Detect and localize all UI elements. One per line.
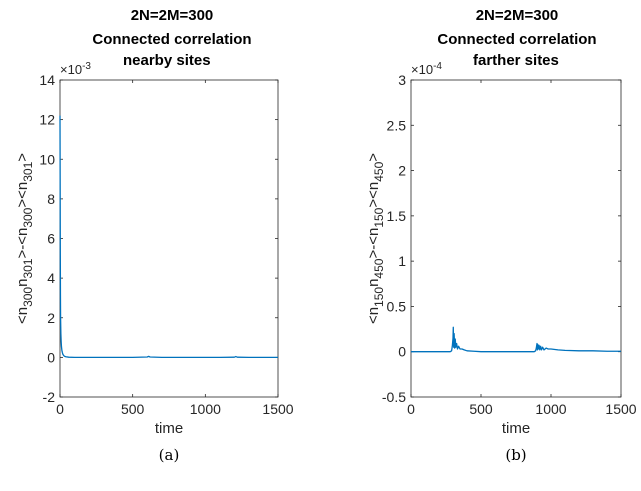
x-tick-label: 1500 (262, 401, 293, 417)
y-tick-label: 0 (47, 349, 55, 365)
y-tick-label: 1.5 (387, 208, 407, 224)
chart-a: 2N=2M=300 Connected correlation nearby sit… (14, 7, 294, 464)
chart-title-line-3: nearby sites (123, 52, 211, 69)
y-axis-label: <n300n301>-<n300><n301> (14, 153, 35, 324)
y-tick-label: 6 (47, 231, 55, 247)
subfigure-caption: (b) (505, 446, 526, 464)
y-tick-label: 10 (39, 151, 55, 167)
chart-b: 2N=2M=300 Connected correlation farther si… (365, 7, 637, 464)
chart-title-line-2: Connected correlation (92, 31, 251, 48)
y-tick-label: 2.5 (387, 117, 407, 133)
x-tick-label: 0 (56, 401, 64, 417)
x-tick-label: 1000 (190, 401, 221, 417)
y-tick-label: 2 (47, 310, 55, 326)
y-tick-label: 4 (47, 270, 55, 286)
y-tick-label: 1 (398, 253, 406, 269)
axis-multiplier: ×10-4 (411, 61, 442, 77)
x-axis-label: time (155, 420, 183, 437)
chart-title-line-1: 2N=2M=300 (476, 7, 559, 24)
axis-multiplier: ×10-3 (60, 61, 91, 77)
plot-area (59, 79, 279, 398)
x-axis-label: time (502, 420, 530, 437)
y-tick-label: 12 (39, 112, 55, 128)
x-tick-label: 500 (121, 401, 145, 417)
y-tick-label: 2 (398, 163, 406, 179)
series-line (59, 115, 278, 359)
x-tick-label: 1500 (605, 401, 636, 417)
y-tick-label: 3 (398, 72, 406, 88)
chart-title-line-3: farther sites (473, 52, 559, 69)
chart-title-line-2: Connected correlation (437, 31, 596, 48)
x-tick-label: 1000 (535, 401, 566, 417)
plot-area (410, 79, 622, 398)
subfigure-caption: (a) (159, 446, 180, 464)
chart-title-line-1: 2N=2M=300 (131, 7, 214, 24)
y-tick-label: -2 (43, 389, 56, 405)
y-tick-label: 0.5 (387, 298, 407, 314)
y-tick-label: 0 (398, 344, 406, 360)
y-axis-label: <n150n450>-<n150><n450> (365, 153, 386, 324)
y-tick-label: 8 (47, 191, 55, 207)
x-tick-label: 500 (469, 401, 493, 417)
x-tick-label: 0 (407, 401, 415, 417)
y-tick-label: -0.5 (382, 389, 406, 405)
y-tick-label: 14 (39, 72, 55, 88)
series-line (411, 326, 621, 353)
